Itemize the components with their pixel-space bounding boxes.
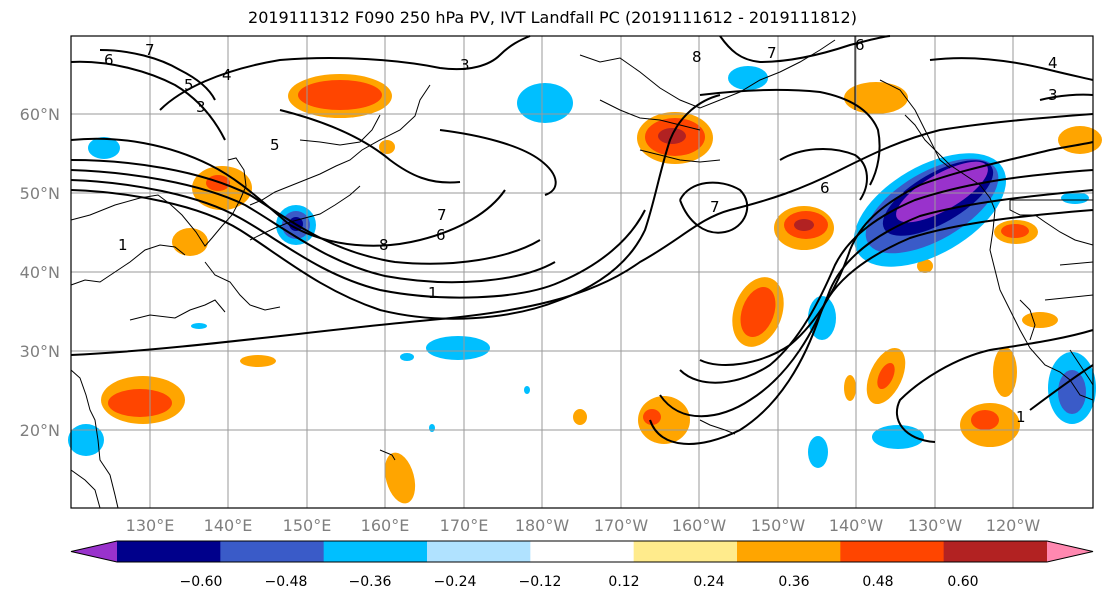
ivt-shading: [68, 66, 1102, 504]
contour-label: 3: [196, 98, 206, 116]
pv-contours: [70, 35, 1094, 445]
contour-label: 6: [436, 226, 446, 244]
contour-label: 3: [1048, 86, 1058, 104]
lon-label: 150°W: [751, 516, 806, 535]
contour-label: 1: [428, 284, 438, 302]
positive-anomaly: [101, 74, 1102, 504]
colorbar-outline: [70, 540, 1094, 563]
lon-label: 130°W: [908, 516, 963, 535]
contour-label: 5: [270, 136, 280, 154]
longitude-labels: 130°E 140°E 150°E 160°E 170°E 180°W 170°…: [126, 516, 1041, 535]
lat-label: 20°N: [20, 421, 60, 440]
contour-label: 1: [1016, 408, 1026, 426]
contour-label: 8: [379, 236, 389, 254]
contour-label: 4: [222, 66, 232, 84]
colorbar-extend-high: [1047, 541, 1093, 562]
lon-label: 120°W: [986, 516, 1041, 535]
colorbar-tick-label: −0.60: [180, 574, 223, 590]
lon-label: 170°W: [594, 516, 649, 535]
lon-label: 150°E: [283, 516, 332, 535]
colorbar-tick-label: 0.24: [693, 574, 724, 590]
contour-label: 6: [104, 51, 114, 69]
colorbar-tick-label: 0.12: [608, 574, 639, 590]
colorbar-ticks: −0.60 −0.48 −0.36 −0.24 −0.12 0.12 0.24 …: [180, 574, 979, 590]
lon-label: 140°W: [829, 516, 884, 535]
colorbar-extend-low: [71, 541, 117, 562]
latitude-labels: 60°N 50°N 40°N 30°N 20°N: [20, 105, 60, 440]
colorbar: [70, 540, 1094, 563]
lat-label: 60°N: [20, 105, 60, 124]
lon-label: 130°E: [126, 516, 175, 535]
lat-label: 40°N: [20, 263, 60, 282]
contour-label: 6: [855, 36, 865, 54]
contour-label: 8: [692, 48, 702, 66]
colorbar-swatch: [840, 541, 945, 562]
contour-label: 6: [820, 179, 830, 197]
colorbar-swatch: [633, 541, 738, 562]
colorbar-swatch: [427, 541, 531, 562]
contour-label: 3: [460, 56, 470, 74]
colorbar-tick-label: −0.36: [349, 574, 392, 590]
negative-anomaly: [68, 66, 1096, 468]
contour-label: 7: [767, 44, 777, 62]
contour-label: 7: [437, 206, 447, 224]
colorbar-swatch: [530, 541, 635, 562]
colorbar-swatch: [117, 541, 221, 562]
lon-label: 160°E: [361, 516, 410, 535]
contour-label: 5: [184, 76, 194, 94]
colorbar-swatch: [943, 541, 1048, 562]
contour-label: 4: [1048, 54, 1058, 72]
coastlines: [70, 36, 1094, 509]
colorbar-swatch: [220, 541, 325, 562]
contour-label: 7: [145, 41, 155, 59]
lon-label: 160°W: [672, 516, 727, 535]
colorbar-tick-label: −0.48: [265, 574, 308, 590]
colorbar-swatch: [323, 541, 428, 562]
colorbar-swatch: [737, 541, 841, 562]
contour-label: 7: [710, 198, 720, 216]
contour-label: 1: [118, 236, 128, 254]
map-frame: [70, 35, 1094, 509]
lon-label: 170°E: [440, 516, 489, 535]
contour-labels: 7 6 5 4 3 1 3 5 8 6 7 1 8 7 6 7 6 4 1 3: [104, 36, 1058, 426]
lat-label: 50°N: [20, 184, 60, 203]
colorbar-tick-label: 0.36: [778, 574, 809, 590]
map-title: 2019111312 F090 250 hPa PV, IVT Landfall…: [248, 8, 857, 27]
lon-label: 180°W: [515, 516, 570, 535]
colorbar-tick-label: 0.60: [947, 574, 978, 590]
colorbar-tick-label: −0.12: [519, 574, 562, 590]
colorbar-tick-label: 0.48: [862, 574, 893, 590]
colorbar-tick-label: −0.24: [434, 574, 477, 590]
lon-label: 140°E: [204, 516, 253, 535]
lat-label: 30°N: [20, 342, 60, 361]
